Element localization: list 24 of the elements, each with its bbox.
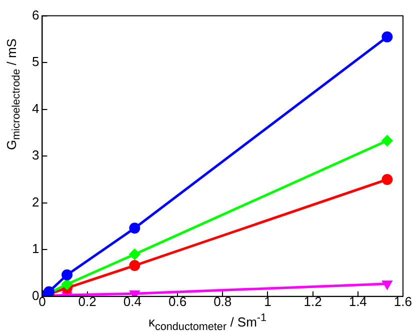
point bbox=[382, 31, 393, 42]
y-tick-label: 1 bbox=[32, 241, 40, 256]
point bbox=[129, 260, 140, 272]
y-tick-label: 5 bbox=[32, 54, 40, 70]
point bbox=[382, 135, 393, 146]
x-tick-label: 1.6 bbox=[394, 294, 412, 309]
y-tick-label: 2 bbox=[32, 194, 40, 210]
y-tick-label: 4 bbox=[32, 100, 40, 116]
point bbox=[382, 280, 392, 290]
x-tick-label: 0.6 bbox=[168, 294, 187, 309]
y-tick-label: 3 bbox=[32, 148, 40, 163]
point bbox=[129, 248, 140, 260]
point bbox=[62, 269, 73, 280]
point bbox=[129, 222, 140, 234]
x-tick-label: 0.8 bbox=[214, 294, 232, 309]
point bbox=[62, 278, 73, 290]
x-tick-label: 0.2 bbox=[78, 294, 96, 309]
x-tick-label: 1 bbox=[264, 294, 272, 309]
y-tick-label: 6 bbox=[32, 7, 40, 22]
x-tick-label: 1.4 bbox=[348, 294, 367, 309]
x-axis-title: κ$_{conductometer}$ / Sm$^{-1}$ bbox=[147, 312, 268, 333]
point bbox=[382, 174, 393, 185]
x-tick-label: 0.4 bbox=[123, 294, 142, 309]
x-tick-label: 1.2 bbox=[304, 294, 322, 309]
